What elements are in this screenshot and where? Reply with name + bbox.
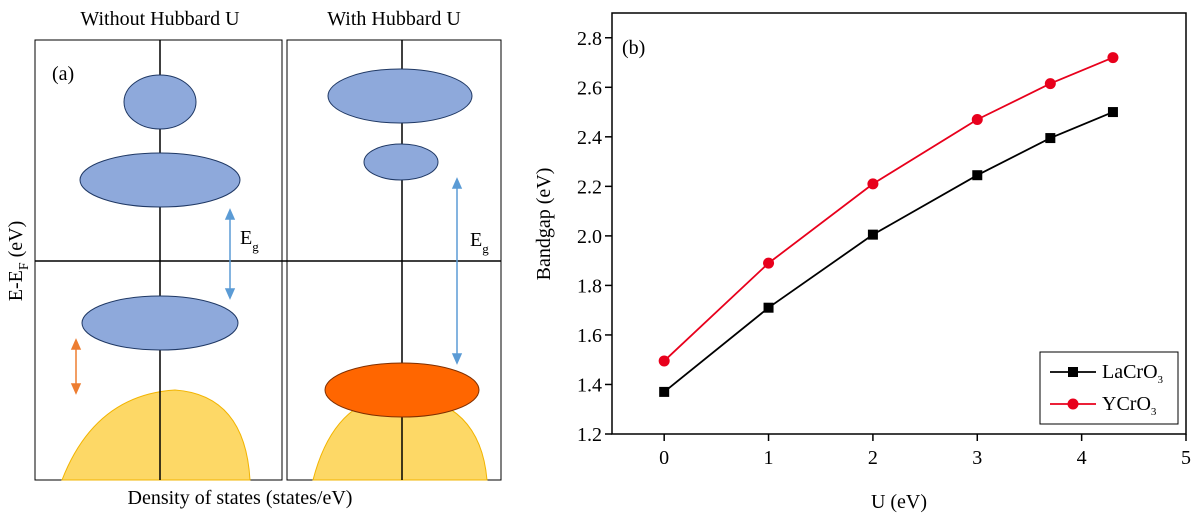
y-axis-label: E-EF (eV): [5, 221, 32, 302]
x-tick-label: 2: [868, 447, 878, 469]
panel-title: Without Hubbard U: [80, 8, 240, 30]
arrow: [70, 338, 82, 395]
x-tick-label: 0: [659, 447, 669, 469]
marker: [1044, 78, 1056, 90]
legend-box: [1039, 351, 1179, 425]
legend-label-part: YCrO: [1102, 393, 1151, 415]
marker: [763, 302, 774, 313]
panel-title: With Hubbard U: [327, 8, 461, 30]
legend-marker: [1067, 398, 1079, 410]
legend-label: YCrO3: [1102, 393, 1157, 418]
state: [363, 143, 439, 181]
state: [324, 362, 480, 418]
marker: [763, 257, 775, 269]
gap-label-sub: g: [252, 239, 259, 254]
marker: [1045, 133, 1056, 144]
y-tick-label: 2.6: [577, 77, 602, 99]
schematic: Without Hubbard U With Hubbard U Eg Eg (…: [5, 8, 502, 509]
x-tick-label: 4: [1077, 447, 1087, 469]
state: [327, 68, 473, 124]
y-tick-label: 1.2: [577, 424, 602, 446]
marker: [1107, 107, 1118, 118]
series-line: [663, 111, 1114, 393]
marker: [972, 170, 983, 181]
gap-arrow: [224, 177, 463, 365]
valence-band: [61, 389, 251, 481]
y-axis-unit: (eV): [5, 221, 27, 263]
x-axis-label: U (eV): [871, 491, 927, 513]
x-axis-label: Density of states (states/eV): [128, 487, 353, 509]
state: [123, 74, 197, 130]
state: [81, 295, 239, 351]
series-line: [663, 56, 1114, 362]
marker: [1107, 52, 1119, 64]
legend-label: LaCrO3: [1102, 361, 1164, 386]
gap-label-text: E: [240, 227, 252, 249]
legend-label-part: LaCrO: [1102, 361, 1158, 383]
y-tick-label: 2.0: [577, 226, 602, 248]
plot-frame: [611, 12, 1187, 435]
y-tick-label: 1.6: [577, 325, 602, 347]
y-axis-text: E-E: [5, 270, 27, 301]
gap-label-sub: g: [482, 241, 489, 256]
legend-label-part: 3: [1151, 406, 1157, 418]
marker: [867, 229, 878, 240]
chart-title: (b): [622, 37, 645, 59]
legend-marker: [1068, 367, 1078, 377]
y-tick-label: 1.4: [577, 374, 602, 396]
gap-label: Eg: [240, 227, 259, 254]
y-tick-label: 1.8: [577, 275, 602, 297]
gap-label: Eg: [470, 229, 489, 256]
marker: [659, 386, 670, 397]
x-tick-label: 5: [1181, 447, 1191, 469]
y-axis-sub: F: [17, 262, 32, 270]
y-tick-label: 2.2: [577, 176, 602, 198]
y-tick-label: 2.4: [577, 127, 602, 149]
marker: [658, 355, 670, 367]
marker: [971, 113, 983, 125]
marker: [867, 178, 879, 190]
x-tick-label: 3: [972, 447, 982, 469]
gap-label-text: E: [470, 229, 482, 251]
panel-label: (a): [52, 63, 74, 85]
y-tick-label: 2.8: [577, 28, 602, 50]
state: [79, 152, 241, 208]
legend-label-part: 3: [1158, 374, 1164, 386]
x-tick-label: 1: [764, 447, 774, 469]
y-axis-label: Bandgap (eV): [533, 168, 555, 281]
